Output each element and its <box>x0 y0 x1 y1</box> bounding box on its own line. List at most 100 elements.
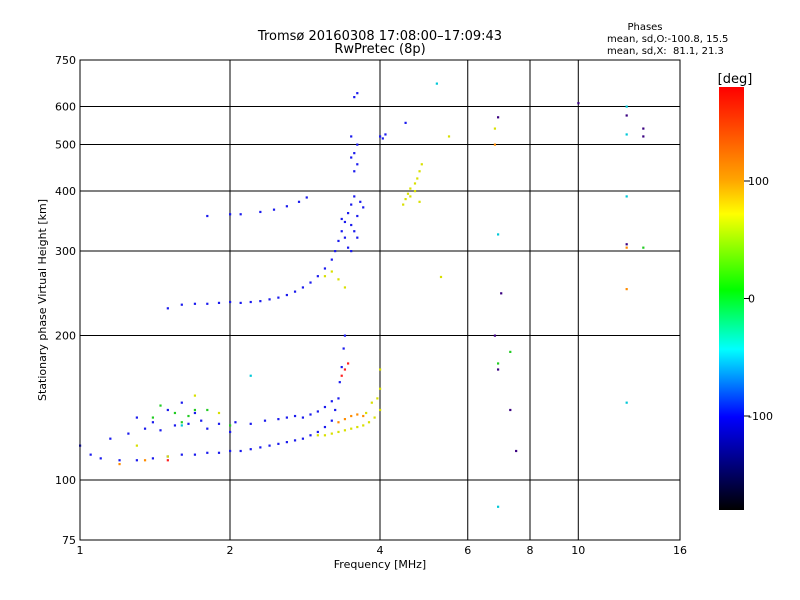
data-point <box>359 200 362 203</box>
data-point <box>293 290 297 293</box>
data-point <box>409 187 412 190</box>
data-point <box>625 288 628 291</box>
data-point <box>642 246 645 249</box>
phases-x-stats: mean, sd,X: 81.1, 21.3 <box>607 46 724 57</box>
data-point <box>515 449 518 453</box>
data-point <box>323 405 327 409</box>
data-point <box>316 434 319 437</box>
phases-o-stats: mean, sd,O:-100.8, 15.5 <box>607 34 729 45</box>
data-point <box>447 135 451 138</box>
data-point <box>381 137 384 140</box>
data-point <box>193 411 197 415</box>
data-point <box>346 246 350 249</box>
data-point <box>337 239 340 243</box>
data-point <box>362 414 365 418</box>
data-point <box>268 298 271 301</box>
data-point <box>418 200 421 203</box>
data-point <box>309 434 312 437</box>
data-point <box>356 214 359 218</box>
data-point <box>309 413 312 416</box>
data-point <box>285 205 288 208</box>
data-point <box>135 444 138 447</box>
data-point <box>353 170 356 173</box>
data-point <box>229 213 232 216</box>
data-point <box>272 208 276 211</box>
data-point <box>135 416 138 419</box>
data-point <box>625 401 628 404</box>
data-point <box>268 444 271 447</box>
data-point <box>496 505 500 508</box>
data-point <box>217 422 221 425</box>
data-point <box>509 408 512 412</box>
data-point <box>330 419 333 422</box>
data-point <box>340 374 343 377</box>
data-point <box>493 127 497 130</box>
data-point <box>356 425 359 429</box>
data-point <box>249 422 252 425</box>
data-point <box>166 459 169 462</box>
data-point <box>316 410 319 413</box>
data-point <box>293 414 297 418</box>
data-point <box>323 425 327 429</box>
y-tick-label: 100 <box>55 474 76 487</box>
data-point <box>187 414 190 418</box>
data-point <box>337 278 340 281</box>
y-tick-label: 500 <box>55 139 76 152</box>
colorbar-tick-label: -100 <box>748 410 773 423</box>
data-point <box>206 451 209 454</box>
data-point <box>577 102 580 105</box>
data-point <box>376 397 379 400</box>
data-point <box>166 455 169 458</box>
data-point <box>143 427 147 430</box>
data-point <box>420 163 423 166</box>
data-point <box>187 422 190 425</box>
data-point <box>350 250 353 253</box>
data-point <box>217 411 221 415</box>
data-point <box>334 408 337 412</box>
x-tick-label: 6 <box>464 544 471 557</box>
data-point <box>625 246 628 249</box>
data-point <box>118 459 121 462</box>
data-point <box>353 195 356 198</box>
data-point <box>229 424 232 427</box>
data-point <box>173 424 177 427</box>
data-point <box>334 250 337 253</box>
data-point <box>159 429 162 432</box>
data-point <box>330 432 333 435</box>
data-point <box>180 453 183 456</box>
data-point <box>173 411 177 415</box>
data-point <box>416 177 419 180</box>
data-point <box>343 429 347 432</box>
data-point <box>496 368 500 371</box>
data-point <box>350 135 353 138</box>
data-point <box>143 459 147 462</box>
data-point <box>99 457 102 460</box>
data-point <box>206 214 209 218</box>
data-point <box>285 416 288 419</box>
data-point <box>356 163 359 166</box>
data-point <box>217 451 221 454</box>
data-point <box>229 449 232 453</box>
data-point <box>350 203 353 206</box>
data-point <box>413 190 417 193</box>
data-point <box>180 303 183 306</box>
data-point <box>356 413 359 416</box>
data-point <box>285 441 288 444</box>
data-point <box>249 300 252 304</box>
data-point <box>409 195 412 198</box>
data-point <box>350 427 353 430</box>
data-point <box>234 421 237 424</box>
data-point <box>259 446 262 449</box>
data-point <box>263 419 267 422</box>
data-point <box>413 182 417 185</box>
data-point <box>206 302 209 305</box>
data-point <box>151 416 155 419</box>
data-point <box>316 430 319 434</box>
data-point <box>353 152 356 155</box>
x-tick-label: 2 <box>227 544 234 557</box>
data-point <box>625 105 628 108</box>
data-point <box>509 350 512 353</box>
data-point <box>500 292 503 295</box>
data-point <box>193 394 197 397</box>
